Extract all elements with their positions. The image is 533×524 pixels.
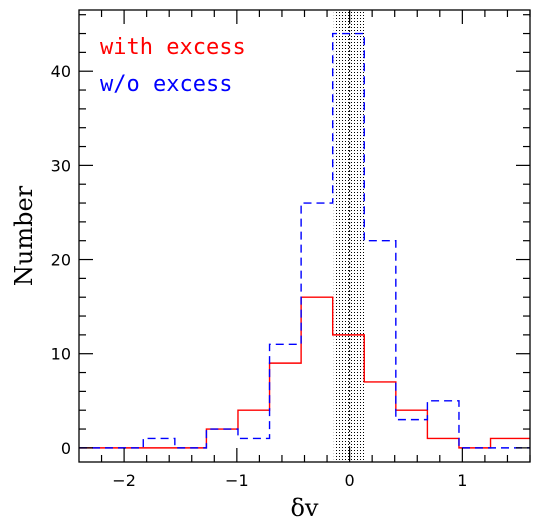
- legend: with excess w/o excess: [100, 35, 246, 97]
- y-tick-label: 10: [51, 345, 71, 364]
- legend-entry-with-excess: with excess: [100, 35, 246, 60]
- x-axis-label: δv: [290, 494, 318, 522]
- y-tick-label: 0: [61, 439, 71, 458]
- legend-entry-without-excess: w/o excess: [100, 72, 232, 97]
- histogram-series-0: [79, 296, 530, 449]
- y-axis-label: Number: [10, 185, 38, 286]
- series-layer: [79, 32, 530, 449]
- x-tick-label: 0: [345, 471, 355, 490]
- x-tick-label: −2: [112, 471, 136, 490]
- axis-ticks: [79, 10, 531, 462]
- y-tick-label: 40: [51, 62, 71, 81]
- y-tick-label: 30: [51, 156, 71, 175]
- x-tick-label: −1: [225, 471, 249, 490]
- x-tick-label: 1: [457, 471, 467, 490]
- y-tick-label: 20: [51, 251, 71, 270]
- histogram-series-1: [79, 32, 530, 449]
